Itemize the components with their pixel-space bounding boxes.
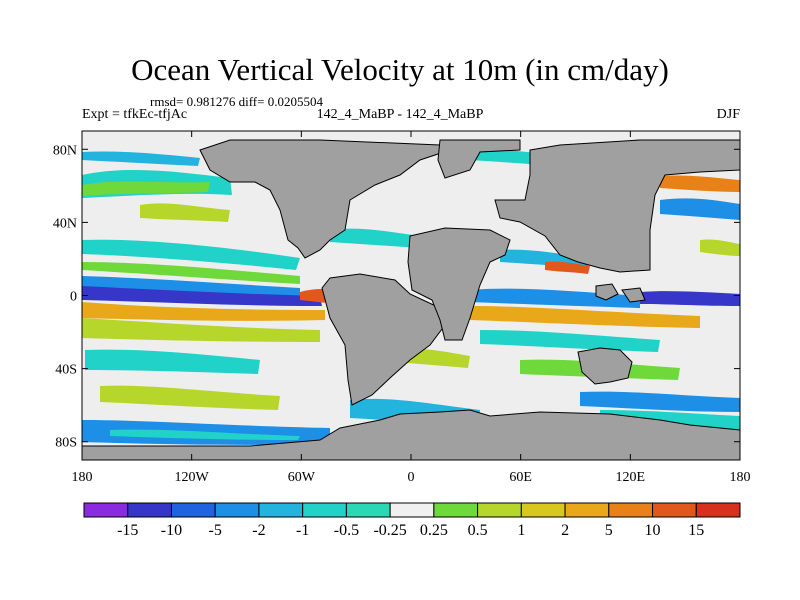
colorbar-label: 15 (688, 522, 704, 539)
land-africa (407, 227, 511, 341)
colorbar-label: -10 (161, 522, 182, 539)
colorbar-swatch (608, 502, 654, 518)
field-patch (140, 203, 230, 222)
colorbar-swatch (170, 502, 216, 518)
colorbar-swatch (652, 502, 697, 518)
colorbar-label: 10 (645, 522, 661, 539)
run-label: 142_4_MaBP - 142_4_MaBP (316, 107, 484, 122)
latitude-axis: 80N 40N 0 40S 80S (53, 143, 740, 451)
colorbar-swatch (520, 502, 566, 518)
lat-tick-label: 0 (70, 290, 77, 305)
lat-tick-label: 80N (53, 143, 77, 158)
field-patch (85, 349, 260, 374)
colorbar-swatch (258, 502, 304, 518)
land-greenland (437, 139, 521, 179)
colorbar-label: -5 (209, 522, 222, 539)
field-patch (660, 175, 740, 192)
land-island (621, 287, 646, 303)
colorbar-swatch (389, 502, 435, 518)
velocity-field (82, 149, 740, 445)
colorbar-label: 0.5 (468, 522, 488, 539)
field-patch (82, 181, 210, 196)
colorbar-swatch (564, 502, 610, 518)
colorbar-label: -0.25 (373, 522, 406, 539)
land-eurasia (494, 139, 740, 273)
field-patch (480, 330, 660, 352)
experiment-label: Expt = tfkEc-tfjAc (82, 107, 188, 122)
lon-tick-label: 180 (730, 470, 751, 485)
lon-tick-label: 0 (408, 470, 415, 485)
colorbar-swatch (477, 502, 522, 518)
colorbar-label: -1 (296, 522, 309, 539)
colorbar-label: 0.25 (420, 522, 448, 539)
colorbar-label: 2 (561, 522, 569, 539)
lon-tick-label: 60W (288, 470, 316, 485)
land-antarctica (82, 409, 740, 460)
colorbar-swatch (695, 502, 741, 518)
lat-tick-label: 80S (55, 436, 77, 451)
land-masses (82, 139, 740, 460)
land-south-america (321, 273, 446, 406)
field-patch (545, 261, 590, 274)
field-patch (82, 151, 200, 166)
stats-text: rmsd= 0.981276 diff= 0.0205504 (150, 94, 323, 109)
field-patch (660, 198, 740, 220)
colorbar: -15 -10 -5 -2 -1 -0.5 -0.25 0.25 0.5 1 2 5 10 15 (83, 502, 741, 539)
season-label: DJF (716, 107, 740, 122)
field-patch (640, 291, 740, 306)
lon-tick-label: 180 (72, 470, 93, 485)
lon-tick-label: 120W (175, 470, 210, 485)
colorbar-swatch (83, 502, 129, 518)
field-patch (82, 286, 322, 306)
colorbar-label: -15 (117, 522, 138, 539)
field-patch (110, 429, 300, 440)
colorbar-label: 5 (605, 522, 613, 539)
lat-tick-label: 40S (55, 363, 77, 378)
field-patch (700, 239, 740, 256)
field-patch (82, 239, 300, 270)
map-plot-area (82, 131, 740, 460)
field-patch (470, 306, 700, 328)
field-patch (580, 391, 740, 412)
lon-tick-label: 60E (509, 470, 532, 485)
longitude-axis: 180 120W 60W 0 60E 120E 180 (72, 131, 751, 485)
field-patch (82, 318, 320, 342)
lon-tick-label: 120E (616, 470, 646, 485)
field-patch (100, 385, 280, 410)
lat-tick-label: 40N (53, 216, 77, 231)
colorbar-swatch (345, 502, 391, 518)
field-patch (82, 302, 325, 321)
land-australia (577, 347, 633, 385)
field-patch (82, 262, 300, 284)
colorbar-label: 1 (517, 522, 525, 539)
colorbar-swatch (302, 502, 347, 518)
land-island (595, 283, 619, 301)
colorbar-label: -2 (252, 522, 265, 539)
colorbar-swatch (127, 502, 172, 518)
colorbar-swatch (433, 502, 479, 518)
colorbar-swatch (214, 502, 260, 518)
field-patch (330, 228, 420, 248)
colorbar-label: -0.5 (334, 522, 359, 539)
field-patch (82, 276, 300, 296)
plot-title: Ocean Vertical Velocity at 10m (in cm/da… (131, 52, 669, 87)
